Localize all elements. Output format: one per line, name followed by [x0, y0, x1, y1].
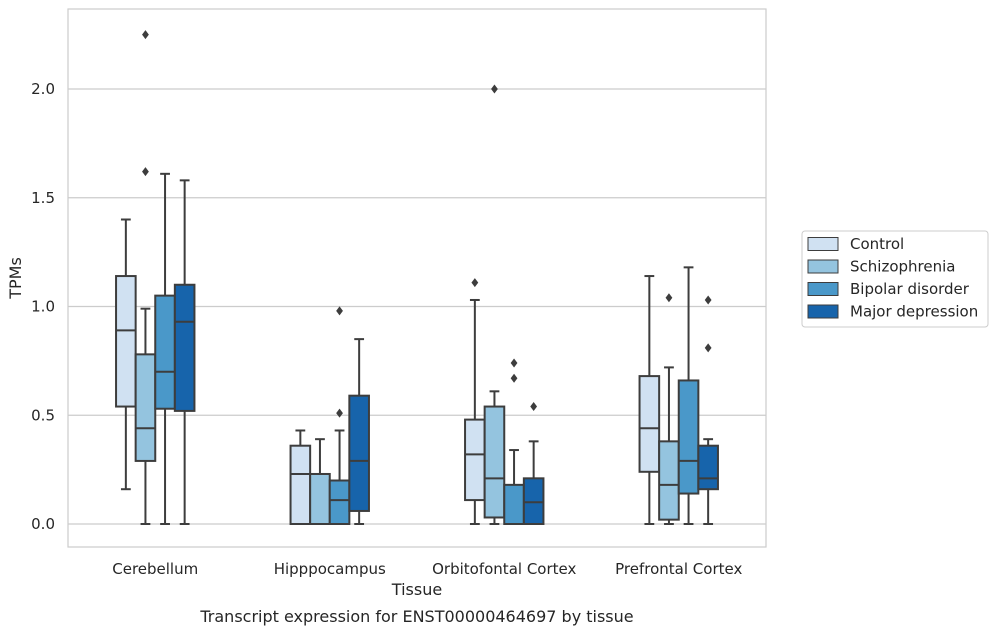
chart-caption: Transcript expression for ENST0000046469… [199, 607, 633, 626]
box-body [348, 394, 370, 512]
box-body [483, 405, 506, 519]
box-body [464, 418, 486, 502]
box-bipolar-disorder [677, 266, 700, 525]
box-body [677, 379, 700, 495]
box-bipolar-disorder [503, 358, 525, 526]
box-body [328, 479, 351, 525]
outlier-point [336, 408, 343, 418]
box-body [503, 483, 525, 526]
box-major-depression [697, 295, 719, 525]
x-tick-label: Cerebellum [112, 560, 198, 578]
box-control [289, 429, 312, 526]
legend-swatch [807, 259, 839, 274]
box-major-depression [173, 179, 196, 525]
outlier-point [510, 358, 518, 368]
box-schizophrenia [483, 84, 506, 525]
x-tick-labels: Cerebellum Hipppocampus Orbitofontal Corte… [112, 560, 742, 578]
outlier-point [142, 167, 149, 177]
y-axis-label: TPMs [6, 257, 25, 300]
box-body [173, 283, 196, 412]
outlier-point [704, 295, 712, 305]
legend-label: Major depression [850, 303, 978, 321]
legend-swatch [807, 282, 839, 296]
box-body [115, 275, 137, 408]
box-schizophrenia [134, 30, 157, 525]
box-body [658, 440, 680, 521]
outlier-point [665, 293, 673, 303]
box-body [134, 353, 157, 462]
legend-label: Control [850, 235, 904, 253]
outlier-point [471, 278, 479, 288]
y-tick-label: 0.5 [31, 406, 55, 424]
outlier-point [491, 84, 498, 94]
legend-frame [801, 230, 989, 328]
legend: Control Schizophrenia Bipolar disorder Majo… [801, 230, 989, 328]
x-tick-label: Hipppocampus [274, 560, 386, 578]
legend-swatch [807, 304, 839, 319]
y-tick-label: 1.0 [31, 298, 55, 316]
box-body [522, 477, 545, 526]
box-bipolar-disorder [154, 172, 176, 525]
outlier-point [530, 402, 538, 412]
x-tick-label: Prefrontal Cortex [615, 560, 742, 578]
legend-swatch [807, 237, 839, 251]
box-body [697, 444, 719, 491]
x-tick-label: Orbitofontal Cortex [432, 560, 576, 578]
box-body [289, 444, 312, 526]
box-control [115, 218, 137, 491]
outlier-point [510, 373, 518, 383]
legend-label: Bipolar disorder [850, 280, 970, 298]
legend-label: Schizophrenia [850, 258, 955, 276]
outlier-point [336, 306, 343, 316]
y-tick-label: 2.0 [31, 80, 55, 98]
box-bipolar-disorder [328, 306, 351, 525]
outlier-point [704, 343, 712, 353]
box-major-depression [348, 338, 370, 525]
box-schizophrenia [658, 293, 680, 525]
outlier-point [142, 30, 149, 40]
x-axis-label: Tissue [391, 580, 442, 599]
y-tick-label: 1.5 [31, 189, 55, 207]
box-schizophrenia [309, 438, 331, 526]
box-control [638, 275, 661, 525]
box-body [154, 294, 176, 410]
y-tick-labels: 0.0 0.5 1.0 1.5 2.0 [31, 80, 55, 533]
boxes [115, 30, 719, 526]
y-tick-label: 0.0 [31, 515, 55, 533]
box-body [309, 472, 331, 526]
box-control [464, 278, 486, 525]
box-major-depression [522, 402, 545, 526]
box-body [638, 375, 661, 473]
plot-frame [67, 8, 767, 548]
